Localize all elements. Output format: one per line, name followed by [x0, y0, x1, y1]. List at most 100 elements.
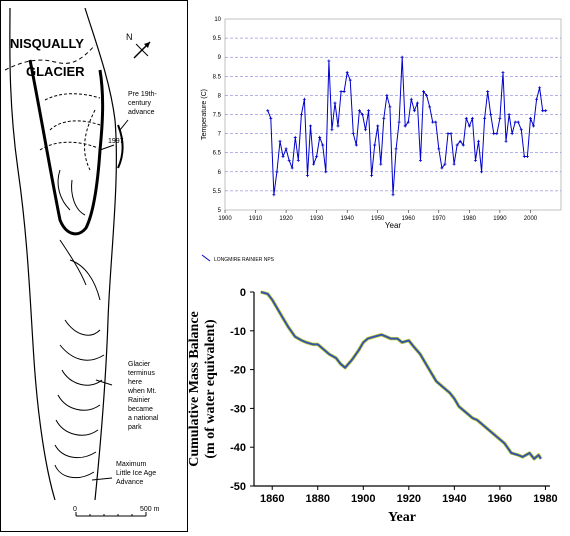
temperature-point — [409, 97, 413, 101]
moraine-line — [44, 93, 101, 101]
mass-balance-frame — [253, 292, 550, 487]
temperature-x-tick-label: 1970 — [432, 216, 446, 222]
temperature-point — [522, 155, 526, 159]
temperature-point — [272, 193, 276, 197]
temperature-point — [327, 59, 331, 63]
temperature-x-tick-label: 1990 — [493, 216, 507, 222]
terminus-label-4: when Mt. — [127, 388, 156, 395]
max-lia-label-2: Little Ice Age — [116, 470, 156, 477]
temperature-y-tick-label: 9 — [218, 55, 222, 61]
mass-balance-series-line — [260, 291, 542, 460]
temperature-point — [309, 124, 313, 128]
terminus-label-8: park — [128, 424, 142, 431]
temperature-point — [477, 139, 481, 143]
terminus-label-5: Rainier — [128, 397, 151, 404]
temperature-y-label: Temperature (C) — [201, 89, 208, 140]
temperature-point — [446, 132, 450, 136]
mass-balance-x-tick-label: 1920 — [397, 493, 421, 505]
temperature-point — [287, 158, 291, 162]
temperature-point — [498, 116, 502, 120]
temperature-point — [266, 109, 270, 113]
north-arrow-icon — [133, 41, 151, 59]
temperature-point — [516, 120, 520, 124]
legend-swatch — [201, 254, 211, 262]
moraine-line — [55, 419, 99, 436]
moraine-line — [71, 179, 86, 216]
moraine-line — [69, 259, 101, 301]
moraine-line — [57, 169, 71, 211]
temperature-point — [431, 120, 435, 124]
temperature-point — [379, 162, 383, 166]
temperature-point — [412, 109, 416, 113]
temperature-point — [535, 97, 539, 101]
temperature-point — [336, 124, 340, 128]
temperature-point — [513, 120, 517, 124]
mass-balance-y-tick-label: -40 — [230, 442, 246, 454]
valley-outline-left — [9, 7, 56, 501]
temperature-point — [541, 109, 545, 113]
temperature-point — [495, 132, 499, 136]
temperature-y-tick-label: 8.5 — [213, 74, 222, 80]
temperature-point — [351, 132, 355, 136]
temperature-point — [333, 101, 337, 105]
temperature-point — [305, 174, 309, 178]
mass-balance-y-tick-label: 0 — [240, 287, 246, 299]
temperature-y-tick-label: 7.5 — [213, 113, 222, 119]
moraine-line — [59, 344, 105, 361]
temperature-x-tick-label: 1910 — [249, 216, 263, 222]
temperature-point — [275, 170, 279, 174]
temperature-point — [302, 97, 306, 101]
temperature-x-tick-label: 1980 — [463, 216, 477, 222]
mass-balance-x-tick-label: 1960 — [488, 493, 512, 505]
temperature-y-tick-label: 9.5 — [213, 36, 222, 42]
temperature-point — [382, 116, 386, 120]
moraine-line — [54, 464, 95, 479]
temperature-point — [321, 143, 325, 147]
temperature-point — [388, 105, 392, 109]
temperature-point — [452, 162, 456, 166]
temperature-point — [330, 128, 334, 132]
temperature-point — [525, 155, 529, 159]
terminus-label-1: Glacier — [128, 361, 151, 368]
temperature-point — [489, 113, 493, 116]
temperature-y-tick-label: 8 — [218, 93, 222, 99]
temperature-x-tick-label: 2000 — [524, 216, 538, 222]
temperature-point — [434, 120, 438, 124]
temperature-point — [458, 139, 462, 143]
temperature-point — [394, 147, 398, 151]
temperature-point — [385, 93, 389, 97]
temperature-point — [501, 70, 505, 74]
mass-balance-series-halo — [260, 290, 543, 461]
temperature-point — [312, 162, 316, 166]
temperature-y-tick-label: 5 — [218, 208, 222, 214]
temperature-point — [440, 166, 444, 170]
temperature-point — [422, 90, 426, 94]
temperature-point — [357, 109, 361, 113]
moraine-line — [49, 120, 101, 131]
temperature-point — [345, 70, 349, 74]
scale-500: 500 m — [140, 506, 160, 513]
temperature-point — [528, 116, 532, 120]
mass-balance-x-tick-label: 1860 — [260, 493, 284, 505]
moraine-line — [54, 444, 97, 459]
temperature-x-tick-label: 1960 — [402, 216, 416, 222]
temperature-point — [373, 143, 377, 147]
annotation-arrow — [119, 119, 129, 131]
year-1997-label: 1997 — [108, 138, 124, 145]
temperature-series — [266, 55, 548, 197]
temperature-point — [348, 78, 352, 82]
valley-outline-right — [84, 7, 117, 501]
terminus-label-7: a national — [128, 415, 159, 422]
moraine-line — [61, 369, 103, 386]
temperature-x-tick-label: 1950 — [371, 216, 385, 222]
scale-bar — [75, 512, 147, 517]
mass-balance-y-label-line2: (m of water equivalent) — [203, 319, 218, 459]
glacier-dashed-boundary — [4, 44, 96, 71]
mass-balance-y-tick-label: -30 — [230, 403, 246, 415]
temperature-point — [290, 166, 294, 170]
temperature-point — [284, 147, 288, 151]
temperature-y-tick-label: 7 — [218, 132, 222, 138]
temperature-point — [339, 90, 343, 94]
temperature-point — [278, 139, 282, 143]
temperature-x-ticks: 1900 1910 1920 1930 1940 1950 1960 1970 1980 1990… — [218, 210, 538, 222]
